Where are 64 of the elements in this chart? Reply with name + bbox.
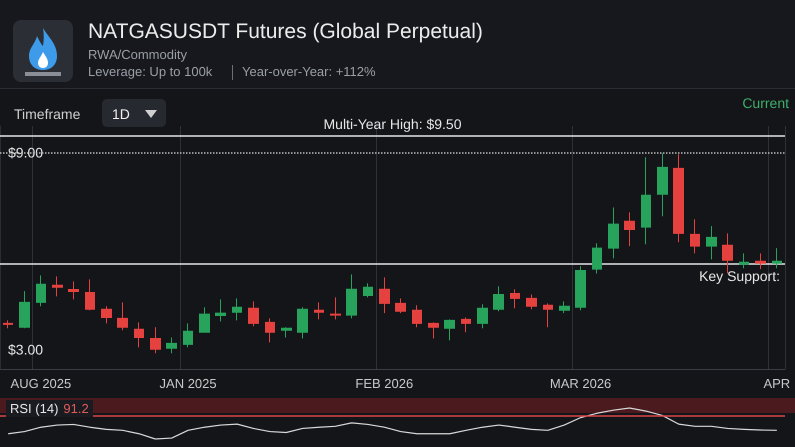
x-tick-label: MAR 2026 [550, 376, 612, 391]
candlestick [461, 316, 471, 333]
candlestick [314, 302, 324, 320]
annotation: 91.2 [63, 401, 89, 416]
candlestick [641, 156, 651, 245]
candlestick [592, 242, 602, 274]
candlestick [281, 326, 292, 338]
text: Timeframe [14, 106, 80, 122]
candlestick [657, 152, 668, 217]
ref-line-label: Key Support: [699, 268, 780, 284]
candlestick [575, 266, 586, 311]
candlestick [412, 304, 422, 328]
candlestick [117, 302, 128, 331]
x-tick-label: APR [763, 376, 790, 391]
y-tick-label: $3.00 [8, 341, 44, 358]
text: Year-over-Year: +112% [242, 64, 376, 79]
chart-subtitle: RWA/Commodity [88, 47, 187, 62]
candlestick [526, 294, 537, 310]
candlestick [608, 206, 619, 259]
candlestick [248, 300, 259, 327]
candlestick [183, 322, 193, 348]
candlestick [428, 322, 439, 339]
candlestick [772, 248, 782, 269]
x-tick-label: JAN 2025 [160, 376, 217, 391]
candlestick [477, 304, 488, 329]
candlestick [673, 154, 684, 243]
chart-title: RSI (14) [10, 401, 58, 416]
candlestick [52, 276, 63, 297]
ref-line-label: Multi-Year High: $9.50 [323, 116, 462, 132]
text: Leverage: Up to 100k [88, 64, 212, 79]
candlestick [297, 306, 308, 339]
candlestick [690, 218, 700, 254]
candlestick [739, 252, 749, 269]
candlestick [559, 300, 570, 314]
candlestick [444, 318, 455, 341]
x-tick-label: FEB 2026 [355, 376, 414, 391]
candlestick [68, 280, 79, 300]
candlestick [543, 302, 553, 328]
candlestick [199, 306, 210, 333]
candlestick [755, 252, 766, 270]
text: Current [742, 95, 789, 111]
candlestick [101, 306, 112, 324]
candlestick [510, 288, 520, 309]
candlestick [166, 336, 177, 354]
x-tick-label: AUG 2025 [10, 376, 72, 391]
candlestick [150, 326, 161, 354]
candlestick [624, 212, 635, 247]
candlestick [85, 278, 95, 311]
candlestick [330, 296, 341, 320]
candlestick [346, 274, 357, 319]
candlestick [706, 226, 717, 260]
candlestick [363, 282, 373, 298]
candlestick [395, 298, 406, 314]
candlestick [493, 286, 504, 312]
candlestick [215, 298, 226, 322]
candlestick [3, 320, 13, 329]
text: 1D [112, 106, 130, 122]
candlestick [36, 274, 46, 307]
candlestick [134, 322, 144, 348]
candlestick [379, 276, 390, 314]
candlestick [265, 318, 275, 343]
candlestick [232, 298, 242, 321]
chart-title: NATGASUSDT Futures (Global Perpetual) [88, 20, 483, 44]
candlestick [19, 290, 30, 329]
